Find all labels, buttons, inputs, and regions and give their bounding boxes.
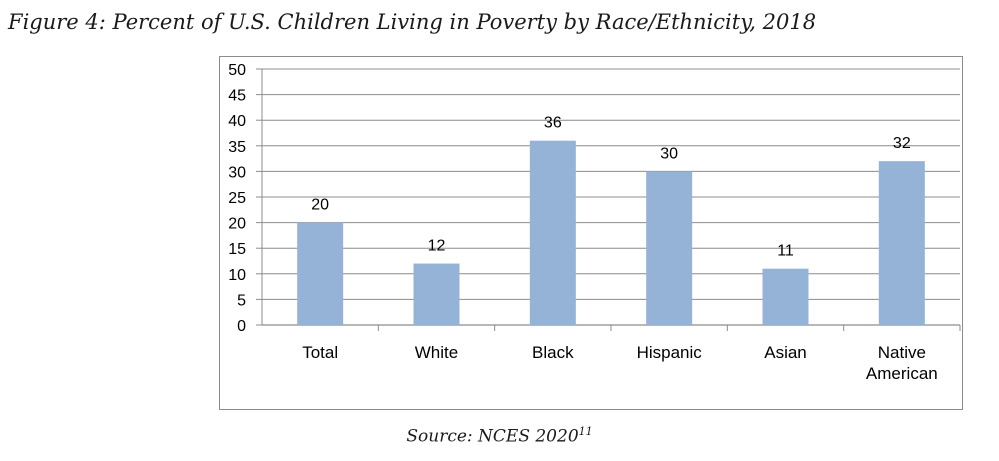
y-tick-label: 5 [237,292,246,309]
source-note: Source: NCES 202011 [0,425,999,447]
data-label: 12 [428,238,446,255]
x-tick-label-line: Native [878,343,926,362]
bar-total [297,222,344,325]
data-label: 30 [660,145,678,162]
source-footnote: 11 [578,425,593,438]
y-tick-label: 30 [228,164,246,181]
x-tick-label-line: White [415,343,458,362]
x-tick-label-line: Hispanic [637,343,703,362]
x-tick-label-line: Black [532,343,574,362]
y-tick-label: 20 [228,216,246,233]
y-tick-label: 40 [228,113,246,130]
x-tick-label: Asian [764,343,807,362]
data-label: 32 [893,135,911,152]
y-tick-label: 35 [228,139,246,156]
bar-asian [762,268,809,325]
x-tick-label: Black [532,343,574,362]
x-tick-label: Native American [866,343,938,383]
y-tick-label: 25 [228,190,246,207]
y-tick-label: 15 [228,241,246,258]
x-tick-label: White [415,343,458,362]
y-tick-label: 10 [228,267,246,284]
data-label: 20 [311,197,329,214]
data-label: 11 [777,243,794,260]
figure-title: Figure 4: Percent of U.S. Children Livin… [8,10,817,34]
x-tick-label-line: American [866,364,938,383]
source-text: Source: NCES 2020 [406,426,579,447]
x-tick-label: Total [302,343,338,362]
y-tick-label: 45 [228,88,246,105]
bar-white [413,263,460,325]
y-tick-label: 0 [237,318,246,335]
data-label: 36 [544,115,562,132]
x-tick-label: Hispanic [637,343,703,362]
y-tick-label: 50 [228,62,246,79]
bar-hispanic [646,171,693,325]
x-tick-label-line: Total [302,343,338,362]
bar-black [529,140,576,325]
chart-frame [219,56,963,410]
bar-native-american [878,161,925,325]
x-tick-label-line: Asian [764,343,807,362]
